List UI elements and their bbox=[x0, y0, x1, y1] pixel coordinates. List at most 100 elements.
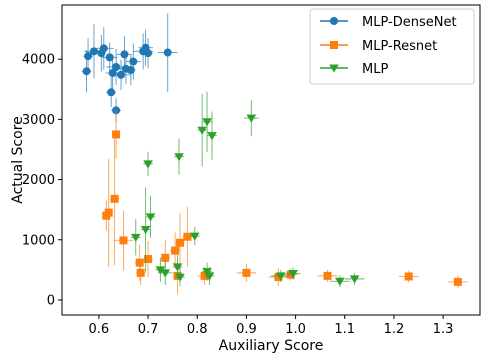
legend-marker-mlp bbox=[329, 64, 339, 73]
legend-marker-shape bbox=[330, 41, 338, 49]
data-point-mlp-resnet bbox=[104, 158, 113, 267]
data-point-mlp-densenet bbox=[93, 27, 114, 70]
marker-mlp-densenet bbox=[84, 52, 93, 61]
marker-mlp-densenet bbox=[144, 49, 153, 58]
y-axis-ticks: 0 1000 2000 3000 4000 bbox=[22, 53, 62, 308]
data-point-mlp bbox=[204, 266, 215, 285]
data-point-mlp bbox=[157, 260, 173, 285]
data-point-mlp-densenet bbox=[125, 43, 141, 80]
marker-mlp bbox=[349, 275, 360, 284]
data-point-mlp-resnet bbox=[143, 240, 153, 278]
y-tick-label: 3000 bbox=[22, 113, 55, 128]
marker-mlp-densenet bbox=[163, 48, 172, 57]
legend-label-mlp: MLP bbox=[362, 62, 388, 77]
x-axis-ticks: 0.6 0.7 0.8 0.9 1.0 1.1 1.2 1.3 bbox=[89, 315, 454, 337]
marker-mlp-resnet bbox=[144, 255, 153, 264]
y-tick-label: 0 bbox=[47, 293, 55, 308]
marker-mlp bbox=[175, 273, 185, 282]
legend-label-mlp-densenet: MLP-DenseNet bbox=[362, 15, 457, 30]
marker-mlp-resnet bbox=[171, 246, 180, 255]
marker-mlp-resnet bbox=[323, 271, 332, 280]
marker-mlp bbox=[335, 277, 345, 286]
marker-mlp bbox=[143, 160, 153, 169]
marker-mlp-resnet bbox=[176, 238, 185, 247]
data-point-mlp-densenet bbox=[111, 59, 131, 90]
data-point-mlp bbox=[202, 91, 212, 152]
data-point-mlp bbox=[145, 195, 156, 238]
marker-mlp bbox=[130, 233, 141, 242]
data-point-mlp-resnet bbox=[175, 212, 185, 273]
y-axis-label: Actual Score bbox=[10, 116, 26, 204]
marker-mlp-resnet bbox=[136, 268, 145, 277]
legend-marker-mlp-resnet bbox=[330, 41, 338, 49]
data-point-mlp-resnet bbox=[109, 132, 120, 266]
data-point-mlp-densenet bbox=[157, 13, 178, 92]
data-point-mlp-resnet bbox=[113, 210, 134, 271]
data-point-mlp-densenet bbox=[106, 77, 117, 108]
marker-mlp-resnet bbox=[110, 194, 119, 203]
marker-mlp bbox=[276, 272, 286, 281]
y-tick-label: 2000 bbox=[22, 173, 55, 188]
legend-label-mlp-resnet: MLP-Resnet bbox=[362, 39, 437, 54]
data-point-mlp-resnet bbox=[236, 263, 257, 282]
x-axis-label: Auxiliary Score bbox=[219, 338, 324, 354]
data-point-mlp-resnet bbox=[268, 268, 289, 287]
marker-mlp bbox=[202, 118, 212, 127]
marker-mlp-resnet bbox=[286, 270, 295, 279]
data-point-mlp bbox=[189, 227, 200, 246]
marker-mlp-densenet bbox=[82, 67, 91, 76]
legend-marker-mlp-densenet bbox=[330, 17, 338, 25]
marker-mlp-densenet bbox=[117, 70, 126, 79]
data-point-mlp bbox=[271, 269, 291, 282]
marker-mlp-densenet bbox=[89, 47, 98, 56]
data-point-mlp-resnet bbox=[317, 269, 338, 282]
marker-mlp-resnet bbox=[161, 253, 170, 262]
series-mlp bbox=[130, 91, 365, 288]
marker-mlp bbox=[172, 263, 183, 272]
marker-mlp bbox=[174, 153, 184, 162]
legend-entry-mlp: MLP bbox=[320, 62, 388, 77]
data-point-mlp bbox=[197, 94, 208, 167]
data-point-mlp bbox=[344, 272, 365, 285]
data-point-mlp-resnet bbox=[170, 232, 181, 269]
marker-mlp-resnet bbox=[104, 208, 113, 217]
x-tick-label: 0.8 bbox=[187, 322, 208, 337]
marker-mlp bbox=[160, 269, 171, 278]
data-point-mlp bbox=[130, 219, 141, 256]
marker-mlp bbox=[140, 226, 151, 235]
legend-entry-mlp-densenet: MLP-DenseNet bbox=[320, 15, 457, 30]
x-tick-label: 1.0 bbox=[285, 322, 306, 337]
x-tick-label: 0.9 bbox=[236, 322, 257, 337]
marker-mlp bbox=[145, 213, 156, 222]
marker-mlp-resnet bbox=[274, 273, 283, 282]
marker-mlp-resnet bbox=[242, 268, 251, 277]
x-tick-label: 1.3 bbox=[433, 322, 454, 337]
marker-mlp-resnet bbox=[453, 277, 462, 286]
marker-mlp-densenet bbox=[99, 44, 108, 53]
marker-mlp-resnet bbox=[112, 130, 121, 139]
marker-mlp-densenet bbox=[126, 66, 135, 75]
marker-mlp-densenet bbox=[107, 88, 116, 97]
data-point-mlp-resnet bbox=[182, 206, 193, 267]
series-mlp-resnet bbox=[102, 110, 468, 294]
marker-mlp-densenet bbox=[120, 50, 129, 59]
legend-marker-shape bbox=[330, 17, 338, 25]
data-point-mlp bbox=[243, 100, 259, 137]
marker-mlp bbox=[189, 232, 200, 241]
data-point-mlp bbox=[285, 267, 301, 280]
marker-mlp bbox=[207, 132, 217, 141]
marker-mlp-densenet bbox=[129, 57, 138, 66]
marker-mlp-resnet bbox=[119, 236, 128, 245]
data-point-mlp bbox=[143, 151, 153, 176]
marker-mlp bbox=[155, 266, 166, 275]
legend-marker-shape bbox=[329, 64, 339, 73]
data-point-mlp-densenet bbox=[143, 38, 153, 69]
marker-mlp-resnet bbox=[183, 232, 192, 241]
data-point-mlp-resnet bbox=[398, 270, 419, 283]
marker-mlp-densenet bbox=[112, 63, 121, 71]
y-tick-label: 4000 bbox=[22, 53, 55, 68]
marker-mlp-resnet bbox=[404, 272, 413, 281]
data-point-mlp bbox=[140, 187, 151, 272]
marker-mlp bbox=[204, 272, 215, 281]
